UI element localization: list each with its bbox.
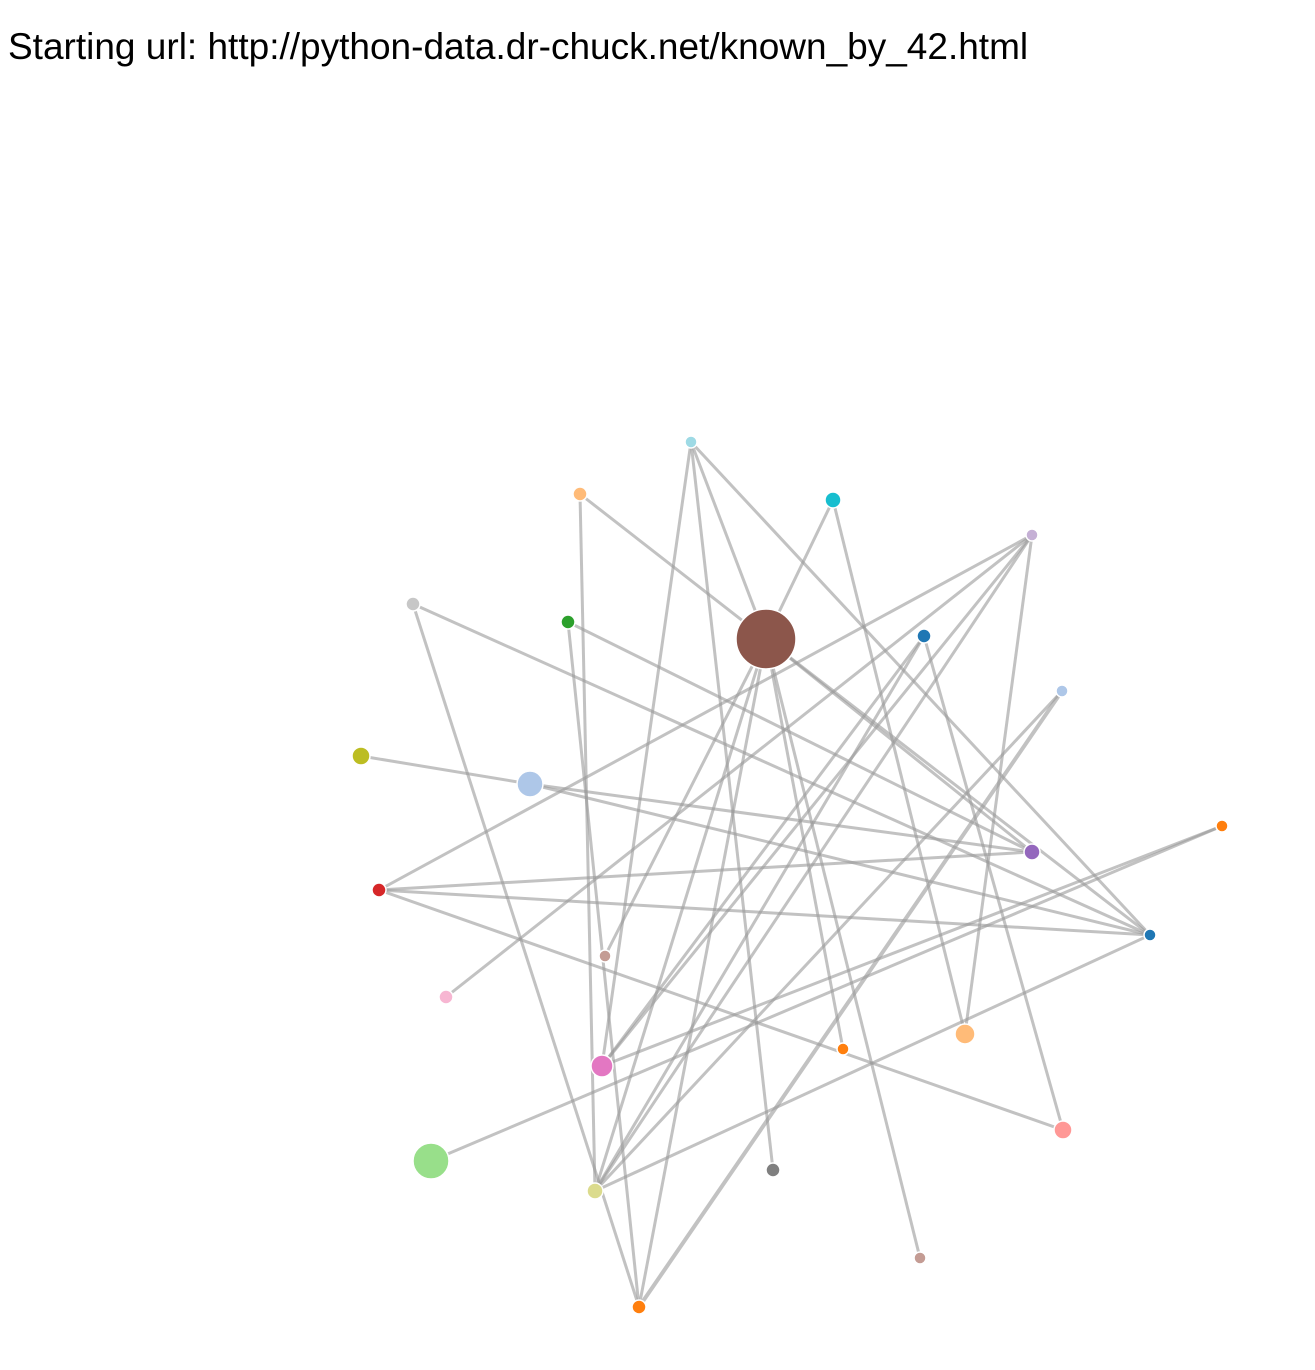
graph-link [637,689,1064,1309]
graph-node-n20[interactable] [1053,1120,1073,1140]
graph-link [689,440,1152,937]
graph-node-n19[interactable] [590,1054,614,1078]
graph-link [378,888,1151,937]
graph-link [360,754,531,786]
graph-link [593,689,1064,1193]
graph-link [593,638,768,1192]
graph-link [378,850,1033,892]
graph-node-n1[interactable] [684,435,698,449]
graph-node-n5[interactable] [405,596,421,612]
graph-link [637,638,768,1308]
graph-link [600,635,926,1067]
links-group [360,440,1223,1309]
graph-node-n11[interactable] [1215,819,1229,833]
graph-link [578,493,597,1192]
graph-link [566,621,641,1308]
graph-node-n21[interactable] [412,1142,450,1180]
graph-link [378,533,1033,892]
graph-link [765,637,1033,854]
graph-link [764,638,845,1050]
graph-node-n4[interactable] [1025,528,1039,542]
graph-node-n0[interactable] [735,608,797,670]
graph-link [600,534,1034,1067]
graph-link [689,441,775,1171]
graph-node-n18[interactable] [836,1042,850,1056]
graph-node-n15[interactable] [598,949,612,963]
graph-link [689,441,768,640]
starting-url: http://python-data.dr-chuck.net/known_by… [207,26,1029,67]
graph-link [831,499,967,1035]
graph-link [445,533,1033,999]
graph-node-n6[interactable] [560,614,576,630]
graph-link [412,602,1151,937]
graph-link [764,638,922,1259]
graph-link [593,534,1034,1192]
graph-link [529,782,1033,854]
graph-node-n2[interactable] [572,486,588,502]
graph-node-n7[interactable] [916,628,932,644]
graph-node-n24[interactable] [913,1251,927,1265]
graph-link [594,933,1151,1193]
graph-node-n14[interactable] [1143,928,1157,942]
graph-link [601,824,1223,1068]
graph-node-n10[interactable] [516,770,544,798]
graph-node-n13[interactable] [371,882,387,898]
graph-node-n12[interactable] [1023,843,1041,861]
starting-url-label: Starting url: [8,26,198,67]
graph-link [603,638,768,957]
graph-node-n3[interactable] [824,491,842,509]
graph-link [600,441,693,1067]
graph-node-n8[interactable] [1055,684,1069,698]
nodes-group [351,435,1229,1315]
graph-link [378,888,1064,1132]
graph-link [430,824,1223,1163]
graph-link [922,635,1065,1131]
graph-node-n22[interactable] [765,1162,781,1178]
graph-node-n23[interactable] [586,1182,604,1200]
graph-node-n9[interactable] [351,746,371,766]
graph-link [529,782,1151,937]
graph-link [579,492,767,641]
graph-node-n17[interactable] [954,1023,976,1045]
header-text: Starting url: http://python-data.dr-chuc… [8,26,1028,68]
graph-node-n25[interactable] [631,1299,647,1315]
graph-node-n16[interactable] [438,989,454,1005]
graph-link [567,620,1033,854]
